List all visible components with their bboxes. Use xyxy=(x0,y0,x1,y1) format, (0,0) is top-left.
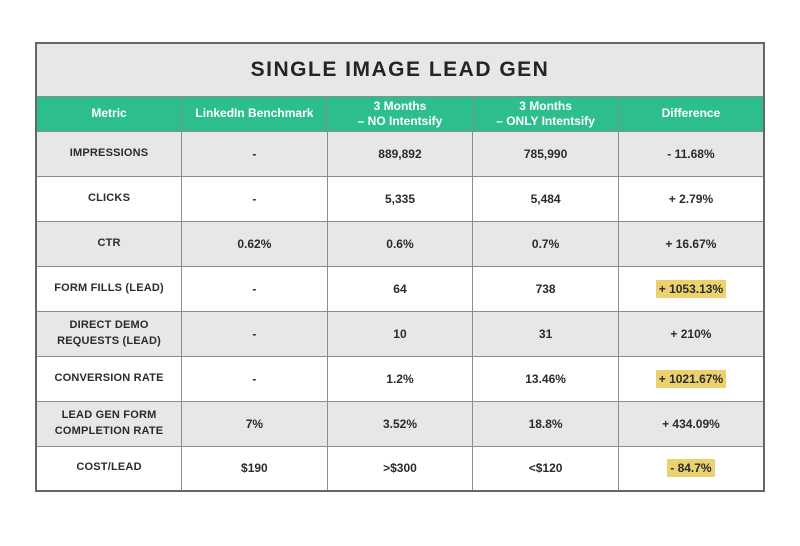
no-intentsify-cell: 0.6% xyxy=(326,220,474,267)
benchmark-cell: - xyxy=(181,175,328,222)
benchmark-cell: 7% xyxy=(181,400,328,447)
col-header-label: Metric xyxy=(91,106,127,120)
metric-cell: CLICKS xyxy=(35,175,183,222)
difference-value: + 434.09% xyxy=(662,416,720,431)
difference-value: + 210% xyxy=(670,326,712,341)
table-row-lead-gen-form-completion-rate: LEAD GEN FORM COMPLETION RATE 7% 3.52% 1… xyxy=(35,400,765,447)
difference-cell: + 434.09% xyxy=(617,400,765,447)
table-row-conversion-rate: CONVERSION RATE - 1.2% 13.46% + 1021.67% xyxy=(35,355,765,402)
metric-cell: CTR xyxy=(35,220,183,267)
title-row: SINGLE IMAGE LEAD GEN xyxy=(35,42,765,97)
benchmark-cell: - xyxy=(181,265,328,312)
col-header-metric: Metric xyxy=(35,95,183,132)
difference-cell: + 16.67% xyxy=(617,220,765,267)
metric-cell: FORM FILLS (LEAD) xyxy=(35,265,183,312)
table-row-clicks: CLICKS - 5,335 5,484 + 2.79% xyxy=(35,175,765,222)
benchmark-cell: $190 xyxy=(181,445,328,492)
no-intentsify-cell: 64 xyxy=(326,265,474,312)
only-intentsify-cell: 13.46% xyxy=(472,355,619,402)
difference-cell: - 84.7% xyxy=(617,445,765,492)
difference-cell: + 1021.67% xyxy=(617,355,765,402)
difference-value: - 11.68% xyxy=(667,146,715,161)
col-header-label: LinkedIn Benchmark xyxy=(195,106,314,120)
table-row-direct-demo-requests: DIRECT DEMO REQUESTS (LEAD) - 10 31 + 21… xyxy=(35,310,765,357)
difference-cell: - 11.68% xyxy=(617,130,765,177)
col-header-label: Difference xyxy=(661,106,721,120)
col-header-label-line1: 3 Months xyxy=(519,98,572,113)
difference-value: + 16.67% xyxy=(665,236,717,251)
only-intentsify-cell: 18.8% xyxy=(472,400,619,447)
table-title: SINGLE IMAGE LEAD GEN xyxy=(35,42,765,97)
table-row-cost-per-lead: COST/LEAD $190 >$300 <$120 - 84.7% xyxy=(35,445,765,492)
col-header-linkedin-benchmark: LinkedIn Benchmark xyxy=(181,95,328,132)
difference-value-highlighted: - 84.7% xyxy=(667,459,715,478)
difference-cell: + 1053.13% xyxy=(617,265,765,312)
table-row-impressions: IMPRESSIONS - 889,892 785,990 - 11.68% xyxy=(35,130,765,177)
only-intentsify-cell: 785,990 xyxy=(472,130,619,177)
difference-value-highlighted: + 1053.13% xyxy=(655,279,727,298)
no-intentsify-cell: 889,892 xyxy=(326,130,474,177)
col-header-label-line2: – NO Intentsify xyxy=(357,113,443,128)
benchmark-cell: - xyxy=(181,130,328,177)
metric-cell: COST/LEAD xyxy=(35,445,183,492)
metric-cell: LEAD GEN FORM COMPLETION RATE xyxy=(35,400,183,447)
no-intentsify-cell: 3.52% xyxy=(326,400,474,447)
only-intentsify-cell: 31 xyxy=(472,310,619,357)
only-intentsify-cell: 738 xyxy=(472,265,619,312)
benchmark-cell: - xyxy=(181,355,328,402)
no-intentsify-cell: >$300 xyxy=(326,445,474,492)
difference-value-highlighted: + 1021.67% xyxy=(655,369,727,388)
col-header-3-months-only-intentsify: 3 Months – ONLY Intentsify xyxy=(472,95,619,132)
difference-cell: + 2.79% xyxy=(617,175,765,222)
col-header-difference: Difference xyxy=(617,95,765,132)
lead-gen-results-table: SINGLE IMAGE LEAD GEN Metric LinkedIn Be… xyxy=(35,42,765,492)
metric-cell: IMPRESSIONS xyxy=(35,130,183,177)
only-intentsify-cell: <$120 xyxy=(472,445,619,492)
column-header-row: Metric LinkedIn Benchmark 3 Months – NO … xyxy=(35,95,765,132)
only-intentsify-cell: 0.7% xyxy=(472,220,619,267)
table-row-form-fills: FORM FILLS (LEAD) - 64 738 + 1053.13% xyxy=(35,265,765,312)
table-row-ctr: CTR 0.62% 0.6% 0.7% + 16.67% xyxy=(35,220,765,267)
no-intentsify-cell: 5,335 xyxy=(326,175,474,222)
col-header-label-line2: – ONLY Intentsify xyxy=(496,113,595,128)
col-header-label-line1: 3 Months xyxy=(373,98,427,113)
col-header-3-months-no-intentsify: 3 Months – NO Intentsify xyxy=(326,95,474,132)
difference-value: + 2.79% xyxy=(668,191,714,206)
no-intentsify-cell: 10 xyxy=(326,310,474,357)
benchmark-cell: - xyxy=(181,310,328,357)
no-intentsify-cell: 1.2% xyxy=(326,355,474,402)
metric-cell: DIRECT DEMO REQUESTS (LEAD) xyxy=(35,310,183,357)
only-intentsify-cell: 5,484 xyxy=(472,175,619,222)
metric-cell: CONVERSION RATE xyxy=(35,355,183,402)
benchmark-cell: 0.62% xyxy=(181,220,328,267)
difference-cell: + 210% xyxy=(617,310,765,357)
